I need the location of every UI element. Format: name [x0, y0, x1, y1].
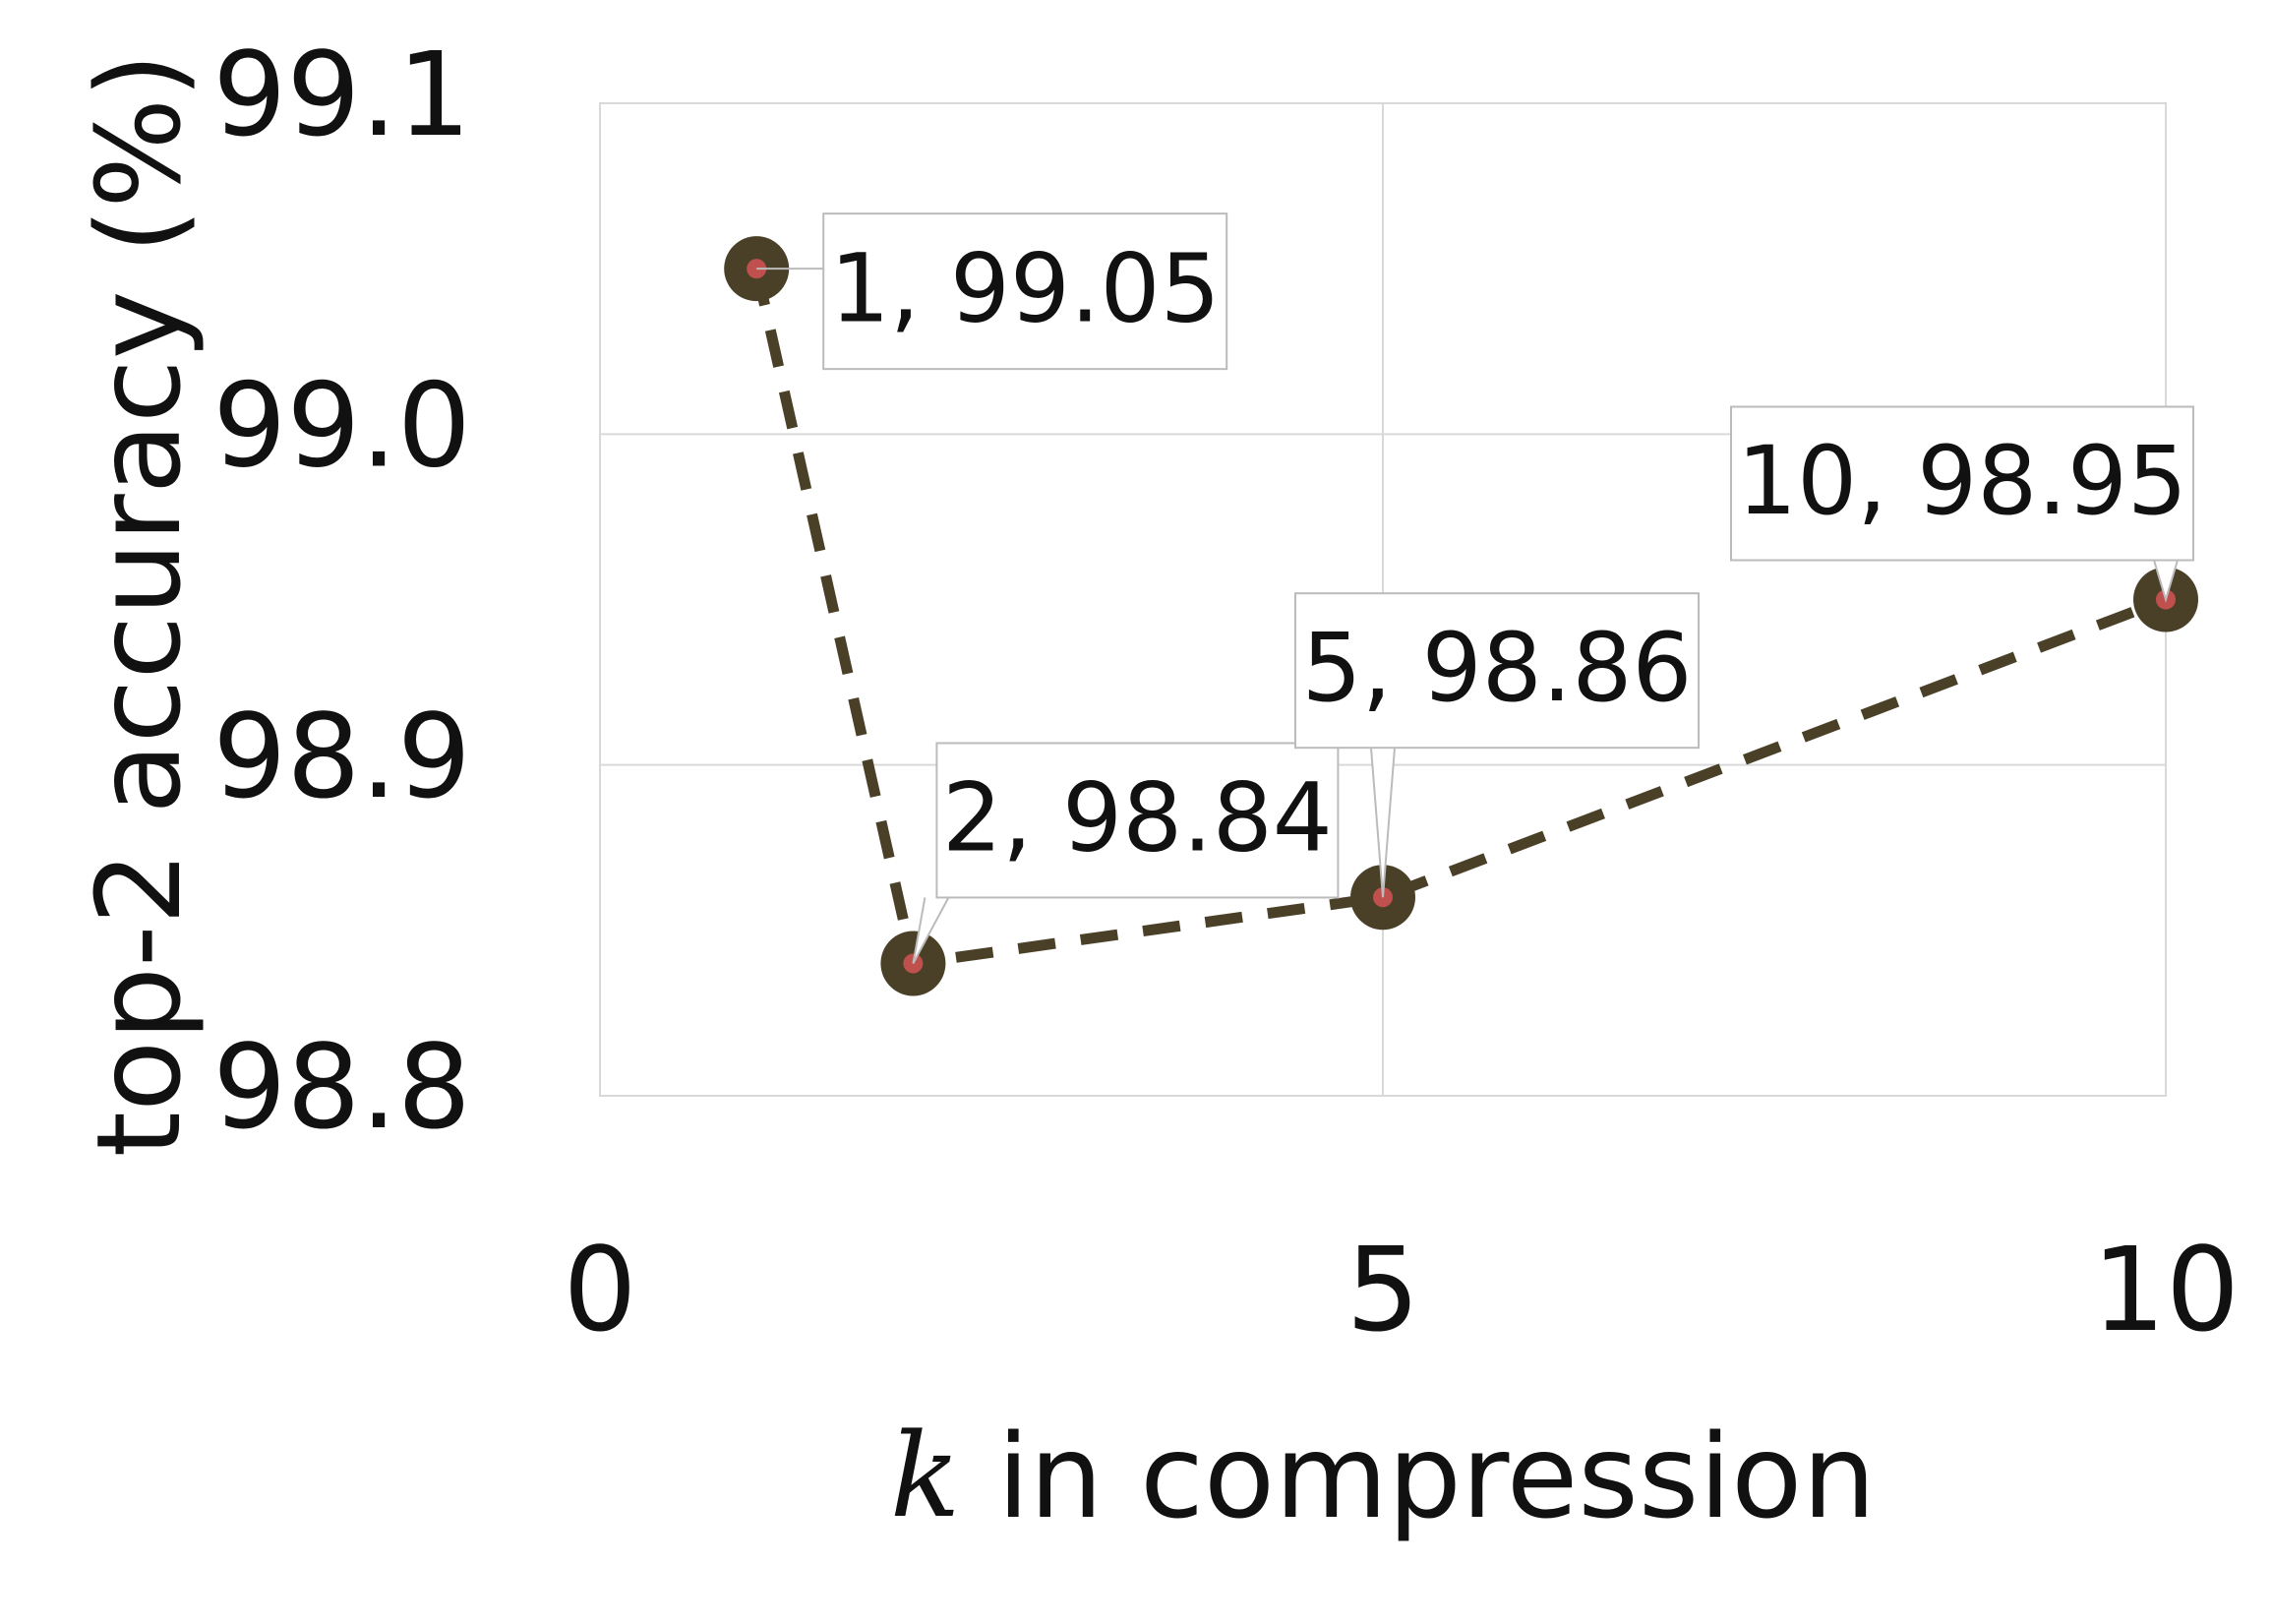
callout-box: [1294, 592, 1700, 750]
callout-pointer: [2153, 560, 2179, 603]
x-tick-label: 5: [1345, 1222, 1419, 1357]
callout-box: [1730, 405, 2194, 562]
y-tick-label: 98.9: [212, 689, 471, 824]
callout-pointer: [912, 896, 950, 964]
data-line: [750, 267, 2168, 970]
data-label: 1, 99.05: [830, 234, 1221, 344]
x-tick-label: 0: [563, 1222, 636, 1357]
y-axis-label: top-2 accuracy (%): [71, 53, 207, 1158]
callout-pointer: [1370, 748, 1396, 898]
y-tick-label: 99.1: [212, 27, 471, 162]
x-tick-label: 10: [2092, 1222, 2240, 1357]
data-label: 2, 98.84: [942, 762, 1333, 872]
data-label: 5, 98.86: [1302, 613, 1693, 723]
data-label: 10, 98.95: [1737, 426, 2187, 536]
y-tick-label: 99.0: [212, 358, 471, 494]
y-tick-label: 98.8: [212, 1019, 471, 1155]
callout-box: [822, 212, 1228, 371]
x-axis-label: k in compression: [890, 1408, 1876, 1545]
callout-box: [935, 742, 1340, 899]
